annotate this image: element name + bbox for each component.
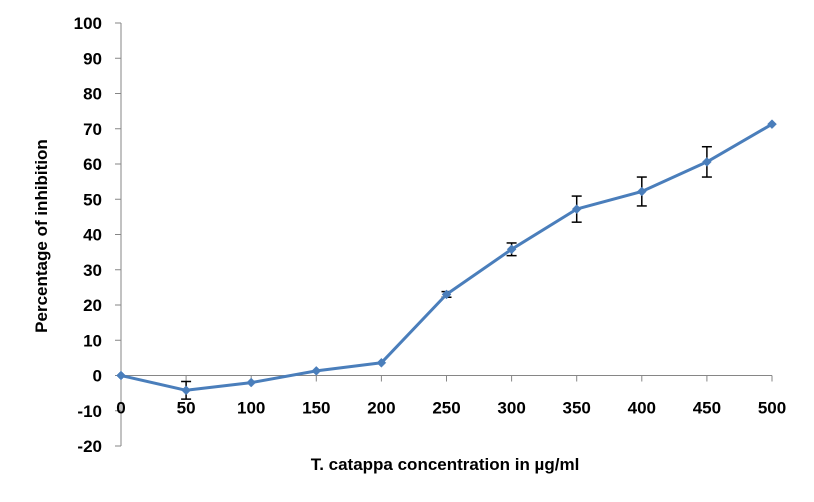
x-tick-label: 200 <box>367 399 395 418</box>
data-series <box>116 119 777 396</box>
y-tick-label: 50 <box>83 190 102 209</box>
data-point <box>636 186 647 197</box>
y-tick-label: 10 <box>83 331 102 350</box>
y-tick-label: -20 <box>77 437 102 456</box>
y-tick-label: 80 <box>83 85 102 104</box>
error-bars <box>181 145 712 400</box>
x-tick-label: 150 <box>302 399 330 418</box>
x-tick-label: 100 <box>237 399 265 418</box>
data-point <box>311 366 322 376</box>
data-point <box>181 385 191 396</box>
data-point <box>246 377 257 388</box>
y-tick-label: 20 <box>83 296 102 315</box>
x-axis-title: T. catappa concentration in µg/ml <box>311 455 580 474</box>
y-tick-label: 100 <box>74 14 102 33</box>
data-point <box>767 119 777 130</box>
x-tick-label: 400 <box>628 399 656 418</box>
x-tick-label: 450 <box>693 399 721 418</box>
y-axis-title: Percentage of inhibition <box>32 139 51 333</box>
y-tick-label: 60 <box>83 155 102 174</box>
x-tick-label: 300 <box>497 399 525 418</box>
y-tick-label: 30 <box>83 261 102 280</box>
y-tick-label: 40 <box>83 226 102 245</box>
x-tick-label: 0 <box>116 399 125 418</box>
x-tick-label: 50 <box>177 399 196 418</box>
data-point <box>441 289 452 300</box>
x-tick-label: 350 <box>563 399 591 418</box>
y-tick-label: -10 <box>77 402 102 421</box>
y-tick-label: 0 <box>93 367 102 386</box>
data-point <box>376 357 387 368</box>
y-tick-label: 90 <box>83 49 102 68</box>
data-point <box>116 370 126 381</box>
x-axis-tick-labels: 0 50 100 150 200 250 300 350 400 450 500 <box>116 399 786 418</box>
y-tick-label: 70 <box>83 120 102 139</box>
axes <box>115 22 773 447</box>
data-point <box>702 157 712 167</box>
x-tick-label: 250 <box>432 399 460 418</box>
data-point <box>506 244 517 255</box>
series-line <box>120 122 773 392</box>
data-point <box>571 204 582 214</box>
x-tick-label: 500 <box>758 399 786 418</box>
